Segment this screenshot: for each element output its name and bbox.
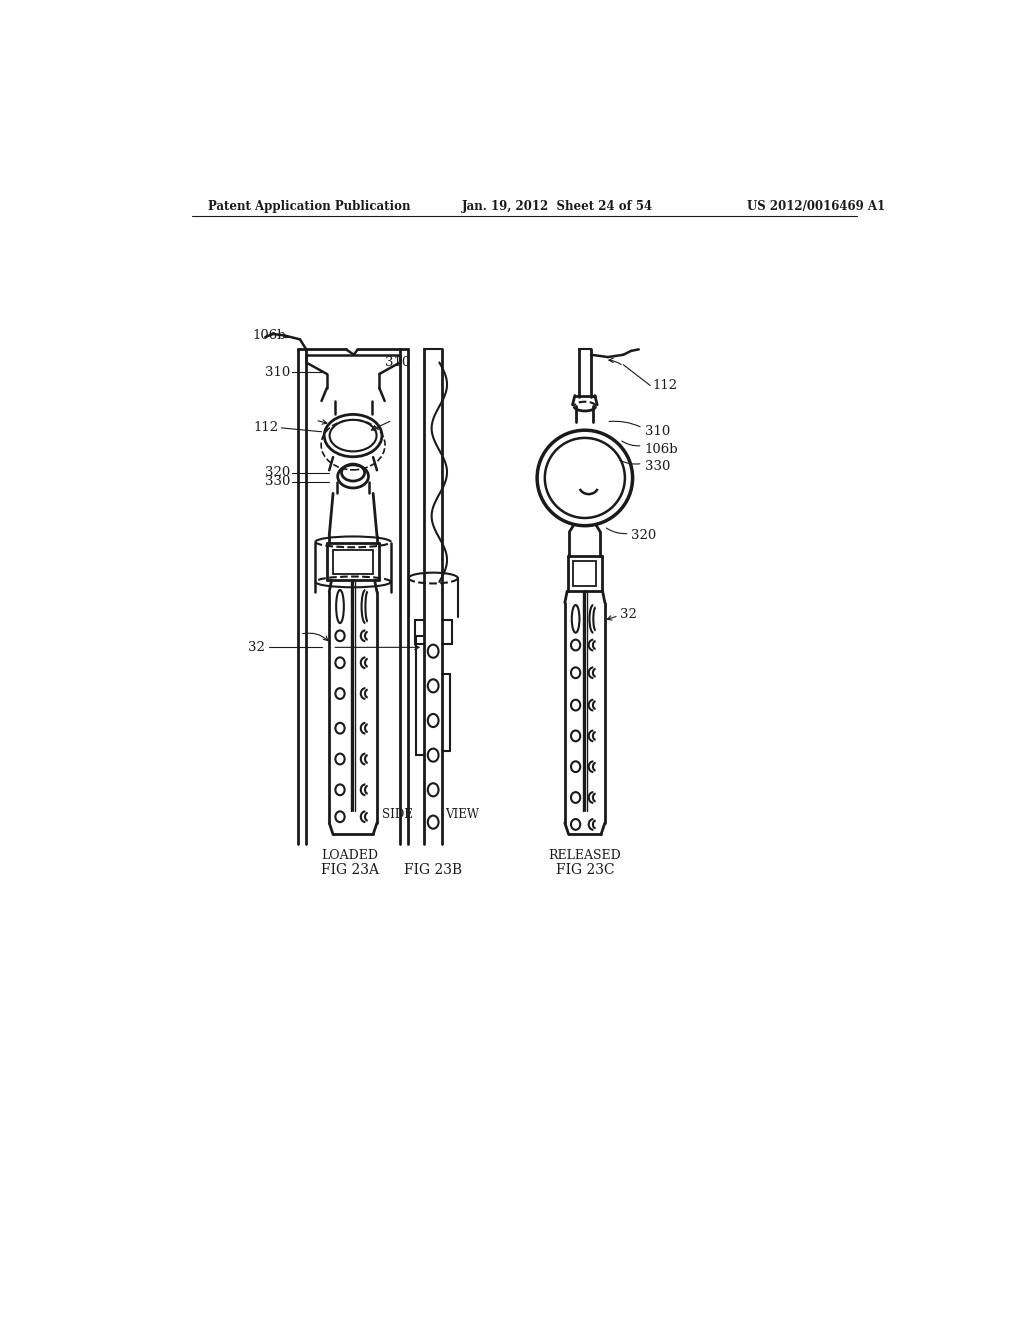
- Text: 112: 112: [254, 421, 279, 434]
- Text: SIDE: SIDE: [382, 808, 413, 821]
- Text: RELEASED: RELEASED: [549, 849, 622, 862]
- Text: FIG 23C: FIG 23C: [556, 863, 614, 878]
- Text: Jan. 19, 2012  Sheet 24 of 54: Jan. 19, 2012 Sheet 24 of 54: [462, 199, 652, 213]
- Text: 310: 310: [265, 366, 291, 379]
- Text: FIG 23A: FIG 23A: [321, 863, 379, 878]
- Text: LOADED: LOADED: [322, 849, 379, 862]
- Text: 330: 330: [264, 475, 290, 488]
- Text: 106b: 106b: [645, 444, 679, 455]
- Text: 106b: 106b: [252, 329, 286, 342]
- Text: FIG 23B: FIG 23B: [404, 863, 462, 878]
- Text: 32: 32: [621, 607, 637, 620]
- Text: 310: 310: [385, 356, 410, 370]
- Text: 32: 32: [248, 640, 264, 653]
- Text: 310: 310: [645, 425, 670, 438]
- Text: Patent Application Publication: Patent Application Publication: [208, 199, 410, 213]
- Text: 320: 320: [264, 466, 290, 479]
- Text: 330: 330: [645, 459, 671, 473]
- Bar: [573, 561, 596, 586]
- Text: VIEW: VIEW: [444, 808, 479, 821]
- Text: US 2012/0016469 A1: US 2012/0016469 A1: [746, 199, 885, 213]
- Text: 112: 112: [652, 379, 678, 392]
- Text: 320: 320: [631, 529, 656, 543]
- Bar: [333, 549, 373, 574]
